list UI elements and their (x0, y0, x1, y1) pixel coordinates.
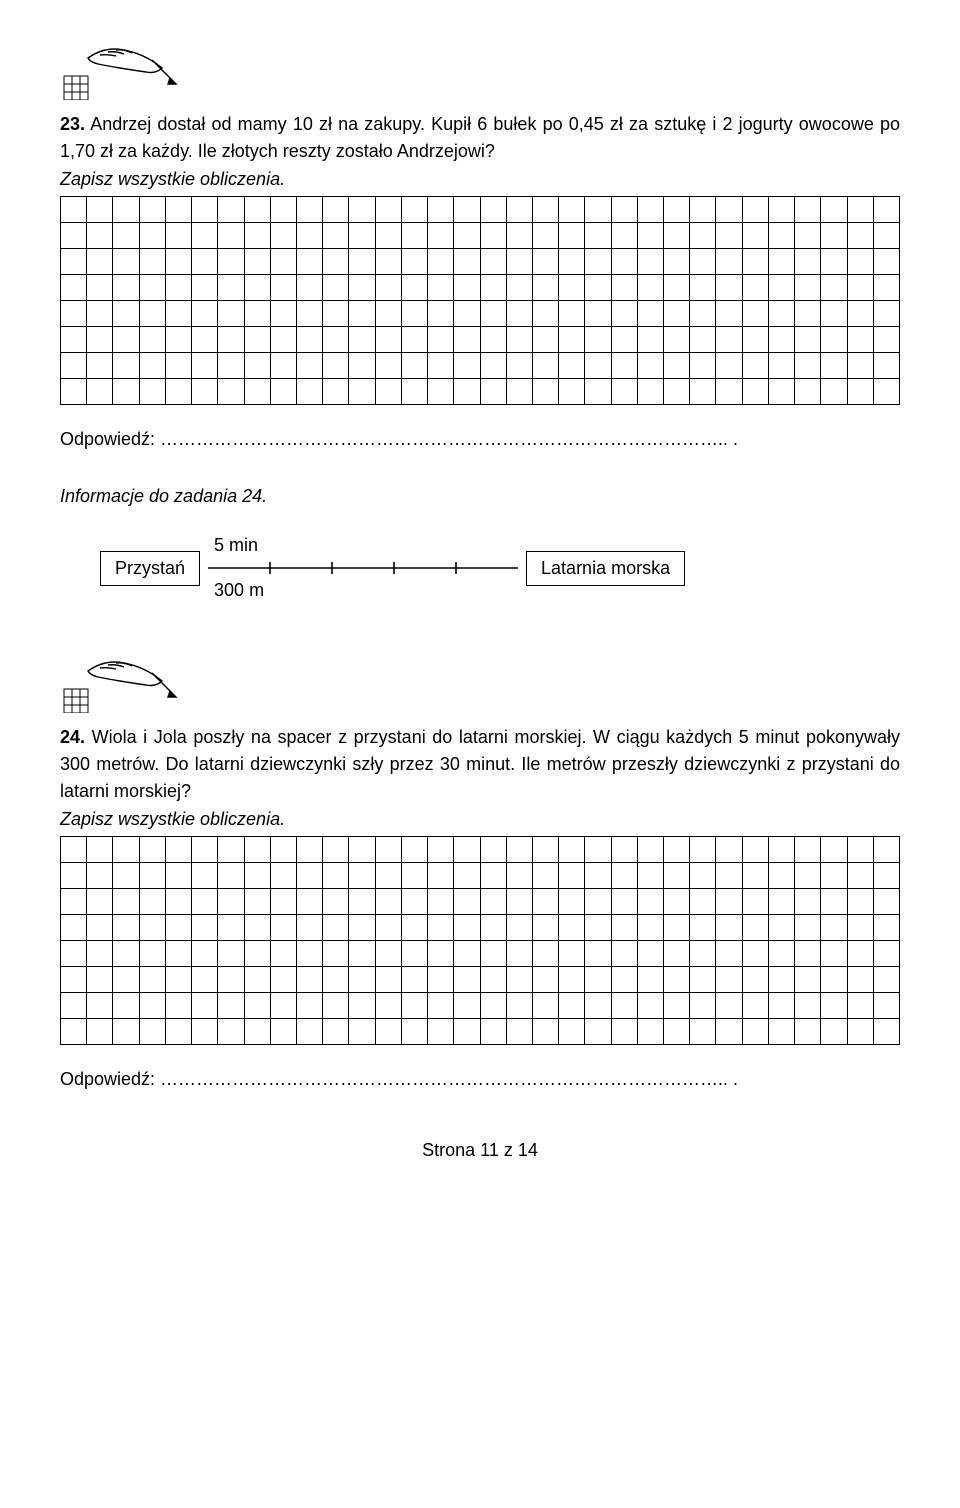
calculation-grid-24 (60, 836, 900, 1045)
task-24-body: Wiola i Jola poszły na spacer z przystan… (60, 727, 900, 801)
task-23-instruction: Zapisz wszystkie obliczenia. (60, 169, 900, 190)
answer-23: Odpowiedź: ……………………………………………………………………………… (60, 429, 900, 450)
diagram-box-left: Przystań (100, 551, 200, 586)
calculation-grid-23 (60, 196, 900, 405)
diagram-number-line (206, 558, 520, 578)
task-23-text: 23. Andrzej dostał od mamy 10 zł na zaku… (60, 111, 900, 165)
task-icon-23 (60, 40, 900, 105)
diagram-box-right: Latarnia morska (526, 551, 685, 586)
answer-24: Odpowiedź: ……………………………………………………………………………… (60, 1069, 900, 1090)
task-23-body: Andrzej dostał od mamy 10 zł na zakupy. … (60, 114, 900, 161)
diagram-24: Przystań 5 min 300 m Latarnia morska (60, 533, 900, 603)
diagram-label-top: 5 min (206, 533, 520, 558)
info-24-heading: Informacje do zadania 24. (60, 486, 900, 507)
task-24-text: 24. Wiola i Jola poszły na spacer z przy… (60, 724, 900, 805)
task-23-number: 23. (60, 114, 85, 134)
diagram-label-bottom: 300 m (206, 578, 520, 603)
task-icon-24 (60, 653, 900, 718)
task-24-instruction: Zapisz wszystkie obliczenia. (60, 809, 900, 830)
page-footer: Strona 11 z 14 (60, 1140, 900, 1161)
task-24-number: 24. (60, 727, 85, 747)
